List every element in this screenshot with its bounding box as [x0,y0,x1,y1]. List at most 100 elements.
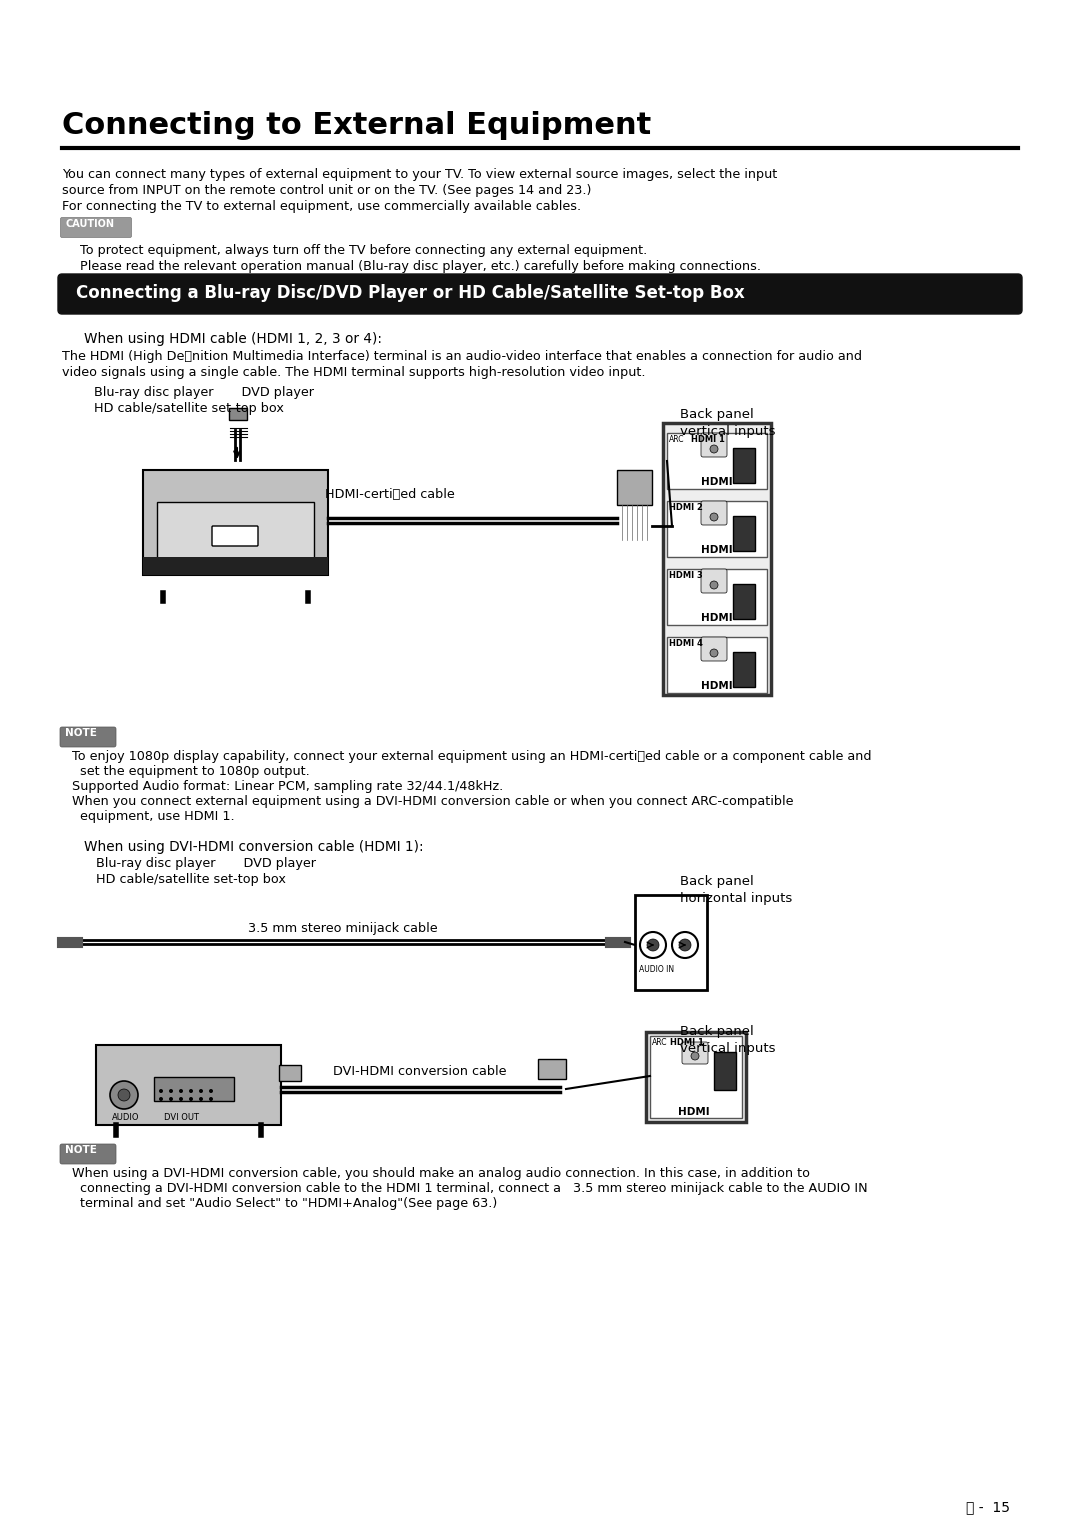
Text: vertical inputs: vertical inputs [680,425,775,438]
Text: HDMI OUT: HDMI OUT [205,579,265,589]
Text: CAUTION: CAUTION [66,218,114,229]
Text: set the equipment to 1080p output.: set the equipment to 1080p output. [72,765,310,777]
Text: HDMI: HDMI [701,476,732,487]
Circle shape [710,649,718,657]
Bar [667,501,767,557]
Text: HD cable/satellite set-top box: HD cable/satellite set-top box [84,873,286,886]
Text: To enjoy 1080p display capability, connect your external equipment using an HDMI: To enjoy 1080p display capability, conne… [72,750,872,764]
Text: Supported Audio format: Linear PCM, sampling rate 32/44.1/48kHz.: Supported Audio format: Linear PCM, samp… [72,780,503,793]
Circle shape [118,1089,130,1101]
Text: NOTE: NOTE [65,1145,97,1154]
Bar [538,1060,566,1080]
Text: HDMI 4: HDMI 4 [669,638,703,647]
FancyBboxPatch shape [58,273,1022,315]
Text: ⓔ -  15: ⓔ - 15 [966,1500,1010,1513]
Text: HD cable/satellite set-top box: HD cable/satellite set-top box [82,402,284,415]
Text: Connecting to External Equipment: Connecting to External Equipment [62,111,651,140]
Text: When using a DVI-HDMI conversion cable, you should make an analog audio connecti: When using a DVI-HDMI conversion cable, … [72,1167,810,1180]
Bar [96,1044,281,1125]
Circle shape [199,1096,203,1101]
Circle shape [679,939,691,951]
Bar [733,516,755,551]
FancyBboxPatch shape [212,525,258,547]
Text: HDMI: HDMI [678,1107,710,1116]
Text: DVI OUT: DVI OUT [164,1113,199,1122]
Text: For connecting the TV to external equipment, use commercially available cables.: For connecting the TV to external equipm… [62,200,581,212]
Bar [667,434,767,489]
Text: When you connect external equipment using a DVI-HDMI conversion cable or when yo: When you connect external equipment usin… [72,796,794,808]
FancyBboxPatch shape [229,408,247,420]
FancyBboxPatch shape [701,501,727,525]
Text: Blu-ray disc player       DVD player: Blu-ray disc player DVD player [82,386,314,399]
Circle shape [210,1089,213,1093]
Circle shape [159,1089,163,1093]
Text: AUDIO IN: AUDIO IN [639,965,674,974]
Bar [646,1032,746,1122]
Bar [733,583,755,618]
Circle shape [159,1096,163,1101]
Bar [279,1064,301,1081]
Text: HDMI 3: HDMI 3 [669,571,703,580]
Circle shape [179,1096,183,1101]
Text: HDMI: HDMI [701,545,732,554]
Text: Please read the relevant operation manual (Blu-ray disc player, etc.) carefully : Please read the relevant operation manua… [72,260,761,273]
Text: When using HDMI cable (HDMI 1, 2, 3 or 4):: When using HDMI cable (HDMI 1, 2, 3 or 4… [84,331,382,347]
Bar [143,557,328,576]
Circle shape [640,931,666,957]
Text: Back panel: Back panel [680,1025,754,1038]
Circle shape [168,1096,173,1101]
Circle shape [710,513,718,521]
Text: 3.5 mm stereo minijack cable: 3.5 mm stereo minijack cable [248,922,437,935]
Text: video signals using a single cable. The HDMI terminal supports high-resolution v: video signals using a single cable. The … [62,366,646,379]
Bar [667,637,767,693]
Circle shape [691,1052,699,1060]
Text: Back panel: Back panel [680,408,754,421]
Bar [733,652,755,687]
Text: To protect equipment, always turn off the TV before connecting any external equi: To protect equipment, always turn off th… [72,244,647,257]
Text: AUDIO: AUDIO [112,1113,139,1122]
Text: Blu-ray disc player       DVD player: Blu-ray disc player DVD player [84,857,316,870]
Bar [714,1052,735,1090]
Text: ARC: ARC [669,435,685,444]
FancyBboxPatch shape [701,570,727,592]
Text: You can connect many types of external equipment to your TV. To view external so: You can connect many types of external e… [62,168,778,182]
Circle shape [168,1089,173,1093]
Text: HDMI: HDMI [701,612,732,623]
FancyBboxPatch shape [60,1144,116,1164]
Text: HDMI 1: HDMI 1 [670,1038,704,1048]
FancyBboxPatch shape [701,434,727,457]
Bar [154,1077,234,1101]
Circle shape [199,1089,203,1093]
Text: Back panel: Back panel [680,875,754,889]
Text: HDMI-certied cable: HDMI-certi ed cable [325,489,455,501]
Bar [617,470,652,505]
FancyBboxPatch shape [681,1041,708,1064]
Text: equipment, use HDMI 1.: equipment, use HDMI 1. [72,809,234,823]
Text: horizontal inputs: horizontal inputs [680,892,793,906]
Circle shape [672,931,698,957]
Circle shape [710,444,718,454]
Text: source from INPUT on the remote control unit or on the TV. (See pages 14 and 23.: source from INPUT on the remote control … [62,183,592,197]
Circle shape [189,1096,193,1101]
Text: HDMI 2: HDMI 2 [669,502,703,512]
Circle shape [647,939,659,951]
Bar [143,470,328,576]
Text: When using DVI-HDMI conversion cable (HDMI 1):: When using DVI-HDMI conversion cable (HD… [84,840,423,854]
Text: The HDMI (High Denition Multimedia Interface) terminal is an audio-video interf: The HDMI (High De nition Multimedia Inte… [62,350,862,363]
Bar [157,502,314,560]
Bar [635,895,707,989]
Circle shape [110,1081,138,1109]
Text: HDMI 1: HDMI 1 [691,435,725,444]
FancyBboxPatch shape [60,727,116,747]
Circle shape [210,1096,213,1101]
Circle shape [179,1089,183,1093]
Bar [663,423,771,695]
Text: HDMI: HDMI [701,681,732,692]
Bar [733,447,755,483]
Text: Connecting a Blu-ray Disc/DVD Player or HD Cable/Satellite Set-top Box: Connecting a Blu-ray Disc/DVD Player or … [76,284,745,302]
Circle shape [189,1089,193,1093]
Circle shape [710,580,718,589]
Bar [667,570,767,625]
FancyBboxPatch shape [60,217,132,238]
Text: vertical inputs: vertical inputs [680,1041,775,1055]
